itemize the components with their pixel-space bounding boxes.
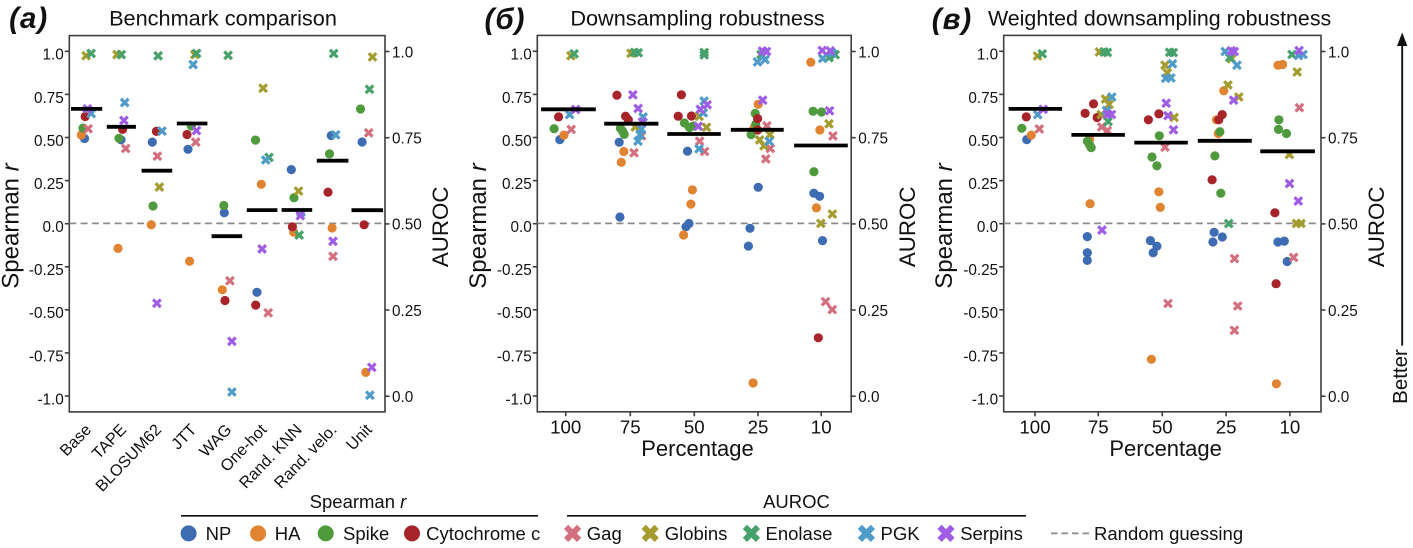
svg-text:-1.0: -1.0: [505, 391, 531, 408]
svg-text:1.0: 1.0: [43, 47, 64, 64]
svg-text:AUROC: AUROC: [1364, 187, 1389, 268]
svg-text:HA: HA: [275, 523, 301, 544]
svg-text:1.0: 1.0: [392, 44, 413, 61]
svg-text:Serpins: Serpins: [960, 523, 1023, 544]
svg-text:0.0: 0.0: [43, 219, 64, 236]
svg-text:0.25: 0.25: [968, 176, 998, 193]
svg-text:Cytochrome c: Cytochrome c: [426, 523, 540, 544]
svg-text:Weighted downsampling robustne: Weighted downsampling robustness: [988, 7, 1331, 31]
svg-text:-0.25: -0.25: [963, 262, 998, 279]
svg-text:AUROC: AUROC: [763, 491, 830, 512]
svg-text:0.50: 0.50: [392, 217, 422, 234]
svg-text:100: 100: [550, 417, 581, 438]
svg-text:0.75: 0.75: [34, 90, 64, 107]
svg-text:0.25: 0.25: [1328, 303, 1358, 320]
svg-text:0.25: 0.25: [392, 303, 422, 320]
svg-text:0.50: 0.50: [502, 133, 532, 150]
svg-text:25: 25: [1216, 417, 1237, 438]
svg-text:-0.50: -0.50: [497, 305, 532, 322]
svg-text:Random guessing: Random guessing: [1094, 523, 1243, 544]
svg-text:0.50: 0.50: [34, 133, 64, 150]
svg-text:0.0: 0.0: [858, 389, 879, 406]
svg-text:0.25: 0.25: [502, 176, 532, 193]
svg-text:0.25: 0.25: [858, 303, 888, 320]
svg-text:0.50: 0.50: [1328, 217, 1358, 234]
svg-text:0.75: 0.75: [392, 131, 422, 148]
svg-text:0.25: 0.25: [34, 176, 64, 193]
svg-text:0.75: 0.75: [1328, 131, 1358, 148]
svg-text:1.0: 1.0: [1328, 44, 1349, 61]
svg-text:Spearman r: Spearman r: [0, 162, 24, 288]
svg-text:10: 10: [811, 417, 832, 438]
svg-text:0.75: 0.75: [968, 90, 998, 107]
svg-text:75: 75: [1088, 417, 1109, 438]
svg-text:Percentage: Percentage: [641, 436, 754, 461]
svg-text:Spearman r: Spearman r: [465, 162, 492, 288]
svg-text:-0.75: -0.75: [963, 348, 998, 365]
svg-text:0.75: 0.75: [502, 90, 532, 107]
svg-text:Benchmark comparison: Benchmark comparison: [109, 6, 337, 31]
svg-text:0.50: 0.50: [968, 133, 998, 150]
svg-text:(б): (б): [485, 3, 526, 36]
svg-text:Spearman r: Spearman r: [931, 162, 958, 288]
svg-text:25: 25: [748, 417, 769, 438]
svg-text:-0.75: -0.75: [497, 348, 532, 365]
svg-text:75: 75: [620, 417, 641, 438]
svg-text:Spearman r: Spearman r: [310, 491, 408, 512]
svg-text:50: 50: [684, 417, 705, 438]
svg-text:-0.25: -0.25: [497, 262, 532, 279]
svg-text:(в): (в): [932, 3, 972, 36]
svg-text:Globins: Globins: [665, 523, 728, 544]
svg-text:0.0: 0.0: [392, 389, 413, 406]
svg-text:Better: Better: [1389, 349, 1412, 404]
svg-text:10: 10: [1280, 417, 1301, 438]
svg-text:0.50: 0.50: [858, 217, 888, 234]
svg-text:1.0: 1.0: [858, 44, 879, 61]
svg-text:Spike: Spike: [343, 523, 389, 544]
svg-text:1.0: 1.0: [511, 47, 532, 64]
svg-text:NP: NP: [206, 523, 232, 544]
svg-text:Enolase: Enolase: [766, 523, 833, 544]
svg-text:-1.0: -1.0: [972, 391, 998, 408]
svg-text:(a): (a): [9, 2, 48, 35]
svg-text:PGK: PGK: [881, 523, 921, 544]
svg-text:Gag: Gag: [587, 523, 622, 544]
svg-text:0.0: 0.0: [977, 219, 998, 236]
svg-text:0.0: 0.0: [511, 219, 532, 236]
svg-text:100: 100: [1019, 417, 1050, 438]
svg-text:-0.75: -0.75: [29, 348, 64, 365]
svg-text:-0.25: -0.25: [29, 262, 64, 279]
svg-text:0.0: 0.0: [1328, 389, 1349, 406]
svg-text:-0.50: -0.50: [963, 305, 998, 322]
svg-text:AUROC: AUROC: [428, 187, 453, 268]
svg-text:-0.50: -0.50: [29, 305, 64, 322]
svg-text:Downsampling robustness: Downsampling robustness: [570, 6, 825, 31]
svg-text:1.0: 1.0: [977, 47, 998, 64]
svg-text:-1.0: -1.0: [37, 391, 63, 408]
svg-text:0.75: 0.75: [858, 131, 888, 148]
svg-text:50: 50: [1152, 417, 1173, 438]
svg-text:Percentage: Percentage: [1109, 436, 1222, 461]
svg-text:AUROC: AUROC: [895, 187, 920, 268]
